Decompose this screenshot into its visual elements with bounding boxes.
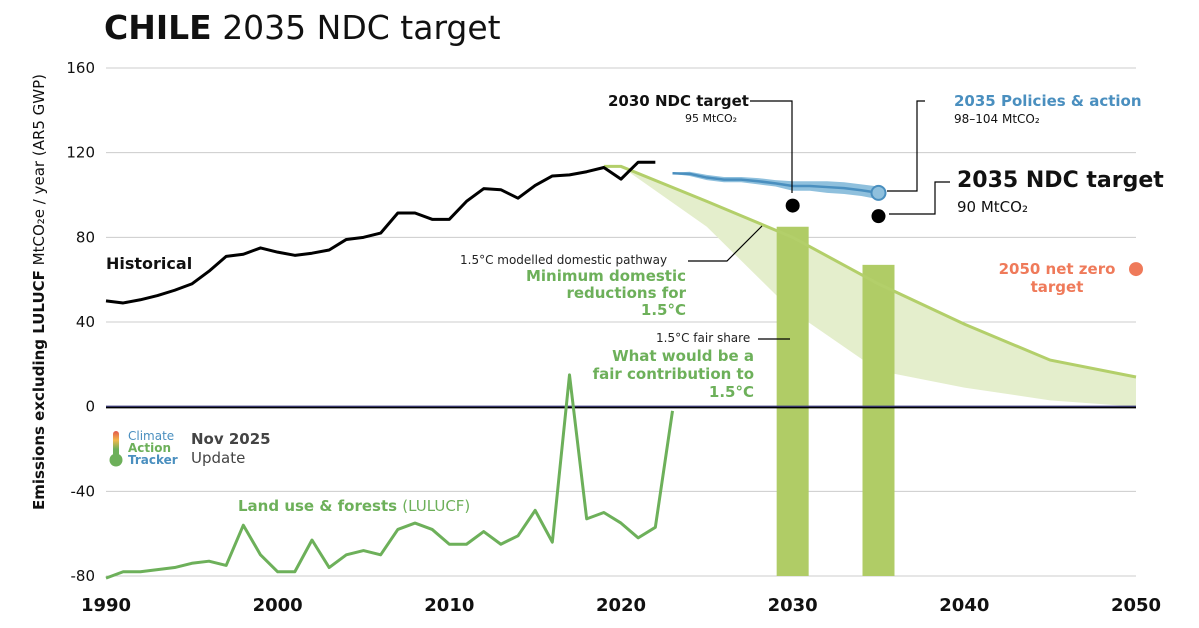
- cat-logo-text: Climate Action Tracker: [128, 430, 178, 466]
- pathway15-label: 1.5°C modelled domestic pathway: [460, 253, 668, 267]
- fair-share-label: 1.5°C fair share: [656, 331, 751, 345]
- landuse-label-suffix: (LULUCF): [402, 497, 471, 515]
- ndc2030-value: 95 MtCO₂: [685, 112, 738, 125]
- point-2035-ndc-target: [871, 209, 886, 224]
- x-tick-label: 2000: [253, 595, 303, 616]
- leader-ndc2030: [750, 100, 793, 193]
- logo-line2: Action: [128, 441, 172, 455]
- y-tick-label: -80: [71, 567, 96, 585]
- leader-ndc2035: [889, 181, 950, 215]
- lulucf-line: [105, 373, 674, 580]
- policies-line: [672, 172, 879, 195]
- y-tick-label: 0: [85, 398, 95, 416]
- x-tick-label: 2050: [1111, 595, 1161, 616]
- x-tick-label: 2010: [424, 595, 474, 616]
- fair-share-bar-2035: [862, 264, 895, 576]
- landuse-label-main: Land use & forests: [238, 497, 398, 515]
- y-axis-label-bold: Emissions excluding LULUCF: [30, 270, 48, 510]
- series-lines: [105, 160, 1137, 580]
- chart-title: CHILE 2035 NDC target: [104, 8, 501, 47]
- netzero-label: 2050 net zero target: [998, 260, 1116, 296]
- point-2050-net-zero-target: [1129, 262, 1143, 277]
- y-tick-label: 40: [76, 313, 95, 331]
- fair-contribution-label: What would be a fair contribution to 1.5…: [592, 347, 754, 401]
- min-domestic-label: Minimum domestic reductions for 1.5°C: [525, 267, 686, 319]
- policies2035-label: 2035 Policies & action: [954, 92, 1142, 110]
- y-tick-labels: -80 -40 0 40 80 120 160: [66, 59, 95, 585]
- fair-share-bar-2030: [776, 226, 809, 576]
- y-tick-label: 120: [66, 144, 95, 162]
- point-2035-policies-action: [870, 184, 887, 201]
- leader-pathway15: [688, 225, 763, 262]
- pathway15-line: [603, 164, 1137, 379]
- policies2035-value: 98–104 MtCO₂: [954, 112, 1040, 126]
- y-axis-label-units: MtCO₂e / year (AR5 GWP): [30, 73, 48, 266]
- ndc2035-label: 2035 NDC target: [957, 168, 1164, 193]
- x-tick-label: 2040: [939, 595, 989, 616]
- historical-line: [105, 160, 656, 305]
- y-tick-label: 80: [76, 228, 95, 246]
- annotation-leaders: [688, 100, 950, 340]
- x-tick-label: 1990: [81, 595, 131, 616]
- title-country: CHILE: [104, 8, 212, 47]
- landuse-label: Land use & forests (LULUCF): [238, 497, 470, 515]
- logo-line1: Climate: [128, 429, 175, 443]
- point-2030-ndc-target: [785, 198, 800, 213]
- y-axis-label: Emissions excluding LULUCF MtCO₂e / year…: [30, 74, 48, 510]
- x-tick-label: 2020: [596, 595, 646, 616]
- thermometer-icon: [109, 431, 123, 467]
- x-tick-label: 2030: [768, 595, 818, 616]
- target-points: [785, 184, 1143, 277]
- update-date: Nov 2025: [191, 430, 271, 448]
- logo-line3: Tracker: [128, 453, 178, 467]
- x-tick-labels: 1990 2000 2010 2020 2030 2040 2050: [81, 595, 1161, 616]
- y-tick-label: 160: [66, 59, 95, 77]
- update-info: Nov 2025 Update: [191, 430, 271, 468]
- historical-label: Historical: [106, 254, 193, 273]
- update-label: Update: [191, 449, 246, 467]
- fair-share-bars: [776, 226, 895, 576]
- leader-policies2035: [887, 100, 925, 192]
- y-tick-label: -40: [71, 482, 96, 500]
- ndc2030-label: 2030 NDC target: [608, 92, 749, 110]
- title-rest: 2035 NDC target: [222, 8, 501, 47]
- ndc2035-value: 90 MtCO₂: [957, 198, 1028, 216]
